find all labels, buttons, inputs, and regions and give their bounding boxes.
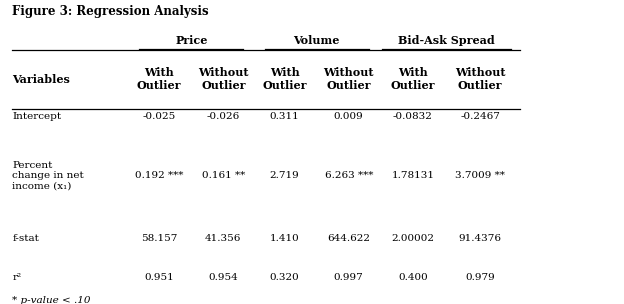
Text: Volume: Volume — [293, 35, 340, 46]
Text: 0.009: 0.009 — [334, 112, 364, 121]
Text: 2.719: 2.719 — [270, 171, 300, 180]
Text: 91.4376: 91.4376 — [459, 234, 502, 243]
Text: -0.2467: -0.2467 — [461, 112, 500, 121]
Text: * p-value < .10: * p-value < .10 — [12, 296, 91, 304]
Text: Without
Outlier: Without Outlier — [455, 67, 505, 91]
Text: f-stat: f-stat — [12, 234, 39, 243]
Text: 58.157: 58.157 — [141, 234, 177, 243]
Text: Percent
change in net
income (x₁): Percent change in net income (x₁) — [12, 161, 84, 191]
Text: 1.78131: 1.78131 — [391, 171, 434, 180]
Text: 0.311: 0.311 — [270, 112, 300, 121]
Text: 644.622: 644.622 — [327, 234, 370, 243]
Text: -0.025: -0.025 — [142, 112, 176, 121]
Text: 0.161 **: 0.161 ** — [202, 171, 245, 180]
Text: Price: Price — [175, 35, 207, 46]
Text: r²: r² — [12, 273, 21, 282]
Text: 2.00002: 2.00002 — [391, 234, 434, 243]
Text: 1.410: 1.410 — [270, 234, 300, 243]
Text: -0.0832: -0.0832 — [393, 112, 433, 121]
Text: 0.997: 0.997 — [334, 273, 364, 282]
Text: 0.954: 0.954 — [208, 273, 238, 282]
Text: With
Outlier: With Outlier — [262, 67, 307, 91]
Text: With
Outlier: With Outlier — [137, 67, 182, 91]
Text: Without
Outlier: Without Outlier — [198, 67, 248, 91]
Text: 3.7009 **: 3.7009 ** — [456, 171, 505, 180]
Text: 0.192 ***: 0.192 *** — [135, 171, 183, 180]
Text: 6.263 ***: 6.263 *** — [324, 171, 373, 180]
Text: Variables: Variables — [12, 74, 71, 85]
Text: 0.979: 0.979 — [466, 273, 495, 282]
Text: 41.356: 41.356 — [205, 234, 241, 243]
Text: Bid-Ask Spread: Bid-Ask Spread — [398, 35, 495, 46]
Text: 0.320: 0.320 — [270, 273, 300, 282]
Text: With
Outlier: With Outlier — [391, 67, 435, 91]
Text: 0.400: 0.400 — [398, 273, 428, 282]
Text: 0.951: 0.951 — [144, 273, 174, 282]
Text: Figure 3: Regression Analysis: Figure 3: Regression Analysis — [12, 5, 209, 19]
Text: -0.026: -0.026 — [207, 112, 240, 121]
Text: Without
Outlier: Without Outlier — [323, 67, 374, 91]
Text: Intercept: Intercept — [12, 112, 62, 121]
